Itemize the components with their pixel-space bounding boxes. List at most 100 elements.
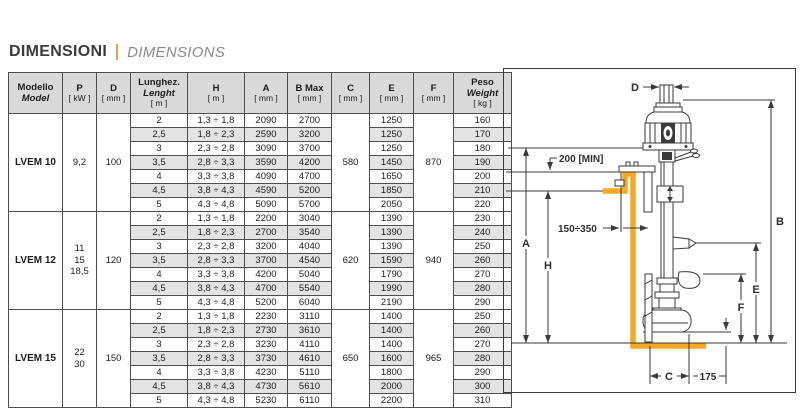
e-cell: 1450: [369, 155, 414, 170]
h-cell: 3,3 ÷ 3,8: [187, 365, 245, 380]
h-cell: 1,3 ÷ 1,8: [187, 309, 245, 324]
a-cell: 2200: [244, 211, 288, 226]
col-header-length: Lunghez. Lenght [ m ]: [130, 72, 188, 114]
h-cell: 3,3 ÷ 3,8: [187, 267, 245, 282]
label-b: B: [776, 216, 784, 228]
h-cell: 2,8 ÷ 3,3: [187, 351, 245, 366]
c-cell: 580: [331, 113, 370, 212]
h-cell: 1,8 ÷ 2,3: [187, 225, 245, 240]
length-cell: 3: [130, 337, 188, 352]
table-row: 4 3,3 ÷ 3,8 4200 5040 1790 270: [9, 267, 512, 282]
d-cell: 150: [96, 309, 131, 408]
col-header-e: E [ mm ]: [369, 72, 414, 114]
c-cell: 620: [331, 211, 370, 310]
h-cell: 1,3 ÷ 1,8: [187, 113, 245, 128]
a-cell: 3730: [244, 351, 288, 366]
bmax-cell: 3540: [287, 225, 332, 240]
title-italian: DIMENSIONI: [9, 43, 108, 60]
length-cell: 2: [130, 309, 188, 324]
label-h: H: [544, 260, 552, 272]
h-cell: 4,3 ÷ 4,8: [187, 393, 245, 408]
length-cell: 3: [130, 141, 188, 156]
h-cell: 1,3 ÷ 1,8: [187, 211, 245, 226]
dimension-labels: D A H B E F C 175 200 [MIN] 150÷350: [520, 82, 784, 383]
label-c: C: [665, 371, 673, 383]
power-cell: 11 15 18,5: [62, 211, 97, 310]
h-cell: 2,8 ÷ 3,3: [187, 253, 245, 268]
col-header-h: H [ m ]: [187, 72, 245, 114]
bmax-cell: 6040: [287, 295, 332, 310]
a-cell: 4730: [244, 379, 288, 394]
weight-cell: 180: [453, 141, 512, 156]
table-row: 3,5 2,8 ÷ 3,3 3590 4200 1450 190: [9, 155, 512, 170]
length-cell: 3,5: [130, 253, 188, 268]
model-cell: LVEM 15: [8, 309, 63, 408]
a-cell: 3230: [244, 337, 288, 352]
bmax-cell: 4700: [287, 169, 332, 184]
weight-cell: 260: [453, 323, 512, 338]
e-cell: 1400: [369, 309, 414, 324]
e-cell: 2000: [369, 379, 414, 394]
volute-casing: [642, 309, 692, 333]
guide-rail: [644, 273, 653, 343]
length-cell: 2,5: [130, 225, 188, 240]
table-row: 2,5 1,8 ÷ 2,3 2590 3200 1250 170: [9, 127, 512, 142]
a-cell: 4090: [244, 169, 288, 184]
length-cell: 4: [130, 267, 188, 282]
h-cell: 4,3 ÷ 4,8: [187, 197, 245, 212]
e-cell: 2200: [369, 393, 414, 408]
e-cell: 1250: [369, 127, 414, 142]
label-f: F: [738, 302, 745, 314]
pump-dimension-drawing: D A H B E F C 175 200 [MIN] 150÷350: [503, 68, 796, 393]
e-cell: 1390: [369, 211, 414, 226]
pump-drawing-svg: D A H B E F C 175 200 [MIN] 150÷350: [503, 68, 796, 393]
weight-cell: 310: [453, 393, 512, 408]
a-cell: 4230: [244, 365, 288, 380]
table-row: 5 4,3 ÷ 4,8 5200 6040 2190 290: [9, 295, 512, 310]
bmax-cell: 5610: [287, 379, 332, 394]
col-header-a: A [ mm ]: [244, 72, 288, 114]
length-cell: 3,5: [130, 351, 188, 366]
clamp-screw: [614, 179, 625, 187]
d-cell: 100: [96, 113, 131, 212]
power-cell: 9,2: [62, 113, 97, 212]
bmax-cell: 3200: [287, 127, 332, 142]
h-cell: 1,8 ÷ 2,3: [187, 323, 245, 338]
table-row: 2,5 1,8 ÷ 2,3 2730 3610 1400 260: [9, 323, 512, 338]
title-english: DIMENSIONS: [127, 43, 226, 61]
length-cell: 3,5: [130, 155, 188, 170]
h-cell: 1,8 ÷ 2,3: [187, 127, 245, 142]
bmax-cell: 3700: [287, 141, 332, 156]
a-cell: 2700: [244, 225, 288, 240]
tank-clamp-plate: [618, 165, 656, 173]
length-cell: 5: [130, 197, 188, 212]
e-cell: 1800: [369, 365, 414, 380]
length-cell: 3: [130, 239, 188, 254]
weight-cell: 280: [453, 351, 512, 366]
e-cell: 1390: [369, 239, 414, 254]
agitator-blade: [677, 271, 701, 289]
a-cell: 4200: [244, 267, 288, 282]
power-cell: 22 30: [62, 309, 97, 408]
bmax-cell: 5040: [287, 267, 332, 282]
a-cell: 5200: [244, 295, 288, 310]
motor-bell: [645, 111, 691, 124]
label-200-min: 200 [MIN]: [559, 154, 603, 165]
h-cell: 4,3 ÷ 4,8: [187, 295, 245, 310]
length-cell: 4: [130, 365, 188, 380]
length-cell: 2,5: [130, 323, 188, 338]
motor-fan-cover: [659, 84, 674, 104]
h-cell: 2,3 ÷ 2,8: [187, 337, 245, 352]
length-cell: 4,5: [130, 379, 188, 394]
col-header-c: C [ mm ]: [331, 72, 370, 114]
discharge-nozzle: [672, 236, 690, 250]
weight-cell: 290: [453, 365, 512, 380]
diagram-border: [503, 68, 796, 393]
length-cell: 2: [130, 211, 188, 226]
d-cell: 120: [96, 211, 131, 310]
col-header-bmax: B Max [ mm ]: [287, 72, 332, 114]
bmax-cell: 6110: [287, 393, 332, 408]
label-d: D: [631, 82, 639, 94]
dimensions-table: Modello Model P [ kW ] D [ mm ] Lunghez.…: [8, 72, 512, 408]
title-separator: [116, 44, 119, 60]
